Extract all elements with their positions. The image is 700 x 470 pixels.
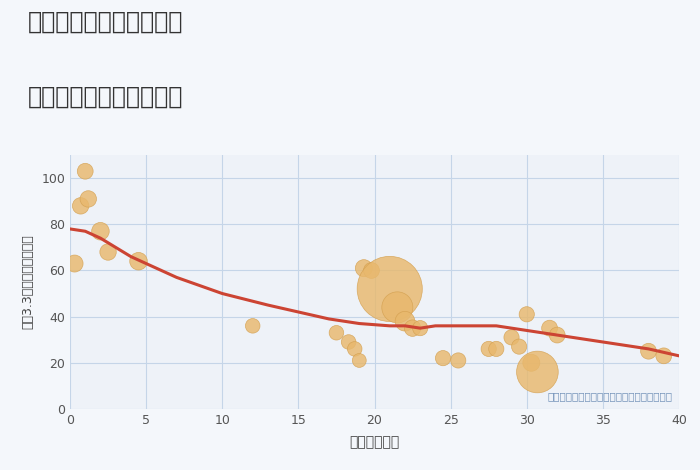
Point <box>532 368 543 376</box>
Point <box>343 338 354 346</box>
Point <box>514 343 525 350</box>
Point <box>414 324 426 332</box>
Point <box>95 227 106 235</box>
Point <box>643 347 655 355</box>
Point <box>491 345 502 352</box>
X-axis label: 築年数（年）: 築年数（年） <box>349 435 400 449</box>
Y-axis label: 坪（3.3㎡）単価（万円）: 坪（3.3㎡）単価（万円） <box>21 235 34 329</box>
Point <box>438 354 449 362</box>
Point <box>102 248 113 256</box>
Point <box>358 265 370 272</box>
Point <box>384 285 395 293</box>
Point <box>80 167 91 175</box>
Text: 円の大きさは、取引のあった物件面積を示す: 円の大きさは、取引のあった物件面積を示す <box>548 392 673 401</box>
Point <box>75 202 86 210</box>
Point <box>521 311 532 318</box>
Point <box>247 322 258 329</box>
Point <box>354 357 365 364</box>
Point <box>544 324 555 332</box>
Point <box>407 324 418 332</box>
Point <box>483 345 494 352</box>
Point <box>331 329 342 337</box>
Point <box>83 195 94 203</box>
Text: 三重県四日市市城山町の: 三重県四日市市城山町の <box>28 9 183 33</box>
Point <box>658 352 669 360</box>
Point <box>133 258 144 265</box>
Point <box>349 345 360 352</box>
Point <box>69 260 80 267</box>
Point <box>453 357 464 364</box>
Point <box>506 334 517 341</box>
Point <box>399 317 410 325</box>
Point <box>526 359 537 367</box>
Point <box>392 304 403 311</box>
Text: 築年数別中古戸建て価格: 築年数別中古戸建て価格 <box>28 85 183 109</box>
Point <box>552 331 563 339</box>
Point <box>366 266 377 274</box>
